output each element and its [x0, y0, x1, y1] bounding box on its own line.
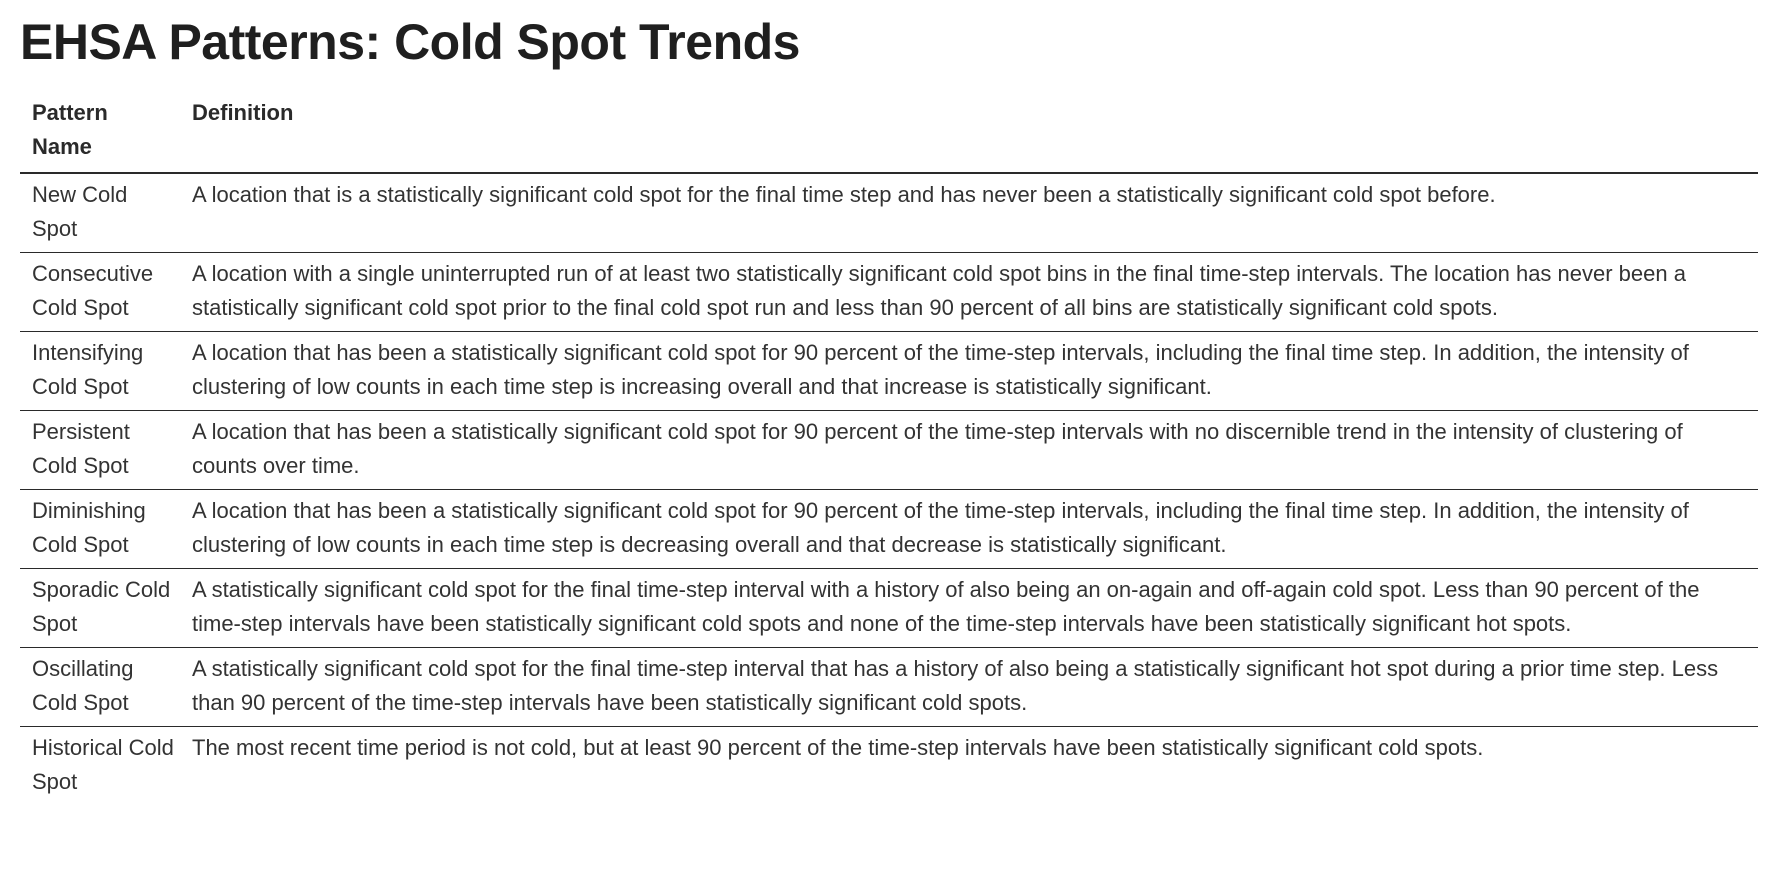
definition-cell: A location that is a statistically signi… — [180, 173, 1758, 253]
pattern-name-cell: New Cold Spot — [20, 173, 180, 253]
column-header-definition: Definition — [180, 92, 1758, 174]
table-row: Oscillating Cold Spot A statistically si… — [20, 647, 1758, 727]
definition-cell: A location that has been a statistically… — [180, 331, 1758, 411]
pattern-name-cell: Historical Cold Spot — [32, 735, 174, 794]
table-row: Sporadic Cold Spot A statistically signi… — [20, 568, 1758, 648]
column-header-pattern-name: Pattern Name — [20, 92, 180, 174]
pattern-name-cell: Oscillating Cold Spot — [20, 647, 180, 727]
pattern-name-cell: Sporadic Cold Spot — [20, 568, 180, 648]
page-title: EHSA Patterns: Cold Spot Trends — [20, 14, 800, 70]
table-row: Diminishing Cold Spot A location that ha… — [20, 489, 1758, 569]
pattern-name-cell: Consecutive Cold Spot — [20, 252, 180, 332]
definition-cell: The most recent time period is not cold,… — [192, 735, 1484, 760]
pattern-name-cell: Intensifying Cold Spot — [20, 331, 180, 411]
pattern-name-cell: Persistent Cold Spot — [20, 410, 180, 490]
definition-cell: A statistically significant cold spot fo… — [180, 647, 1758, 727]
table-row: Intensifying Cold Spot A location that h… — [20, 331, 1758, 411]
table-row: Persistent Cold Spot A location that has… — [20, 410, 1758, 490]
definition-cell: A location with a single uninterrupted r… — [180, 252, 1758, 332]
table-row: Consecutive Cold Spot A location with a … — [20, 252, 1758, 332]
definition-cell: A location that has been a statistically… — [180, 489, 1758, 569]
table-header-row: Pattern Name Definition — [20, 92, 1758, 174]
table-row: Historical Cold Spot The most recent tim… — [20, 727, 1758, 806]
pattern-name-cell: Diminishing Cold Spot — [20, 489, 180, 569]
definition-cell: A location that has been a statistically… — [180, 410, 1758, 490]
definition-cell: A statistically significant cold spot fo… — [180, 568, 1758, 648]
patterns-table: Pattern Name Definition New Cold Spot A … — [20, 92, 1758, 805]
table-row: New Cold Spot A location that is a stati… — [20, 173, 1758, 253]
